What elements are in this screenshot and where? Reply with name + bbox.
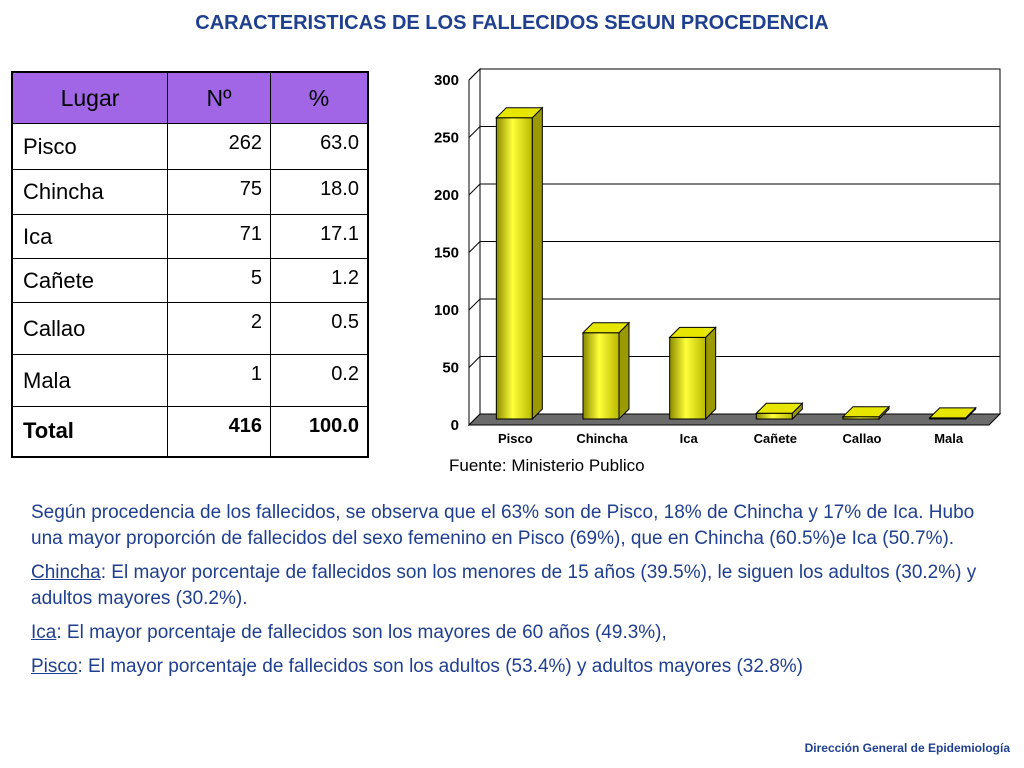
bar-cañete [755, 402, 804, 421]
text-block: Según procedencia de los fallecidos, se … [31, 500, 991, 688]
page-title: CARACTERISTICAS DE LOS FALLECIDOS SEGUN … [195, 12, 829, 34]
x-tick-label: Callao [842, 431, 881, 446]
paragraph-text: Según procedencia de los fallecidos, se … [31, 502, 975, 549]
paragraph: Pisco: El mayor porcentaje de fallecidos… [31, 654, 991, 680]
paragraph-label: Ica [31, 622, 57, 643]
gridline-side [468, 126, 481, 138]
y-tick-label: 150 [434, 245, 459, 262]
gridline-side [468, 241, 481, 253]
cell-numero: 5 [167, 258, 271, 303]
chart-y-tick-labels: 0 50 100 150 200 250 300 [434, 72, 459, 434]
x-tick-label: Mala [934, 431, 964, 446]
cell-lugar: Chincha [11, 169, 168, 215]
table-header-row: Lugar Nº % [11, 71, 369, 124]
bar-callao [841, 405, 891, 421]
paragraph-label: Chincha [31, 562, 101, 583]
x-tick-label: Pisco [498, 431, 533, 446]
header-numero: Nº [167, 71, 271, 124]
paragraph: Ica: El mayor porcentaje de fallecidos s… [31, 620, 991, 646]
cell-numero: 2 [167, 302, 271, 355]
bar-front [582, 332, 620, 420]
y-tick-label: 0 [451, 417, 459, 434]
bar-top [495, 107, 544, 119]
x-tick-label: Cañete [754, 431, 797, 446]
paragraph: Chincha: El mayor porcentaje de fallecid… [31, 560, 991, 612]
y-tick-label: 300 [434, 72, 459, 89]
footer-credit: Dirección General de Epidemiología [804, 741, 1010, 755]
cell-porcentaje: 17.1 [270, 214, 369, 259]
bar-pisco [495, 106, 544, 421]
gridline-side [468, 356, 481, 368]
cell-numero: 71 [167, 214, 271, 259]
paragraph-text: : El mayor porcentaje de fallecidos son … [77, 656, 803, 677]
x-tick-label: Chincha [576, 431, 628, 446]
bar-side [531, 106, 543, 421]
bar-ica [668, 326, 717, 421]
chart-x-tick-labels: Pisco Chincha Ica Cañete Callao Mala [498, 431, 964, 446]
gridline-side [468, 183, 481, 196]
cell-total-porcentaje: 100.0 [270, 406, 369, 457]
x-tick-label: Ica [680, 431, 699, 446]
cell-total-numero: 416 [167, 406, 271, 457]
bar-front [495, 117, 533, 420]
chart-bars [495, 106, 977, 421]
y-tick-label: 50 [442, 360, 459, 377]
table-row: Mala 1 0.2 [11, 354, 369, 407]
chart-floor [467, 413, 1002, 426]
paragraph-label: Pisco [31, 656, 78, 677]
table-total-row: Total 416 100.0 [11, 406, 369, 457]
bar-side [618, 321, 630, 421]
bar-top [581, 322, 631, 334]
cell-lugar: Mala [11, 354, 168, 407]
chart-gridlines [467, 67, 1002, 427]
y-tick-label: 250 [434, 130, 459, 147]
bar-chincha [581, 321, 631, 421]
table-row: Cañete 5 1.2 [11, 258, 369, 303]
bar-top [755, 402, 804, 414]
gridline-side [468, 68, 481, 81]
table-row: Callao 2 0.5 [11, 302, 369, 355]
bar-front [669, 336, 707, 420]
bar-mala [928, 406, 977, 421]
cell-porcentaje: 18.0 [270, 169, 369, 215]
header-porcentaje: % [270, 71, 369, 124]
header-lugar: Lugar [11, 71, 168, 124]
bar-front [755, 412, 793, 420]
cell-porcentaje: 0.2 [270, 354, 369, 407]
cell-porcentaje: 0.5 [270, 302, 369, 355]
chart-source: Fuente: Ministerio Publico [449, 456, 645, 475]
bar-top [928, 407, 977, 419]
bar-side [705, 326, 717, 421]
cell-porcentaje: 1.2 [270, 258, 369, 303]
y-tick-label: 100 [434, 302, 459, 319]
data-table: Lugar Nº % Pisco 262 63.0 Chincha 75 18.… [11, 71, 369, 458]
bar-top [841, 406, 891, 418]
paragraph: Según procedencia de los fallecidos, se … [31, 500, 991, 552]
y-tick-label: 200 [434, 187, 459, 204]
cell-lugar: Cañete [11, 258, 168, 303]
table-row: Ica 71 17.1 [11, 214, 369, 259]
cell-total-label: Total [11, 406, 168, 457]
gridline-side [468, 298, 481, 311]
paragraph-text: : El mayor porcentaje de fallecidos son … [31, 562, 977, 609]
paragraph-text: : El mayor porcentaje de fallecidos son … [56, 622, 667, 643]
bar-top [668, 326, 717, 338]
